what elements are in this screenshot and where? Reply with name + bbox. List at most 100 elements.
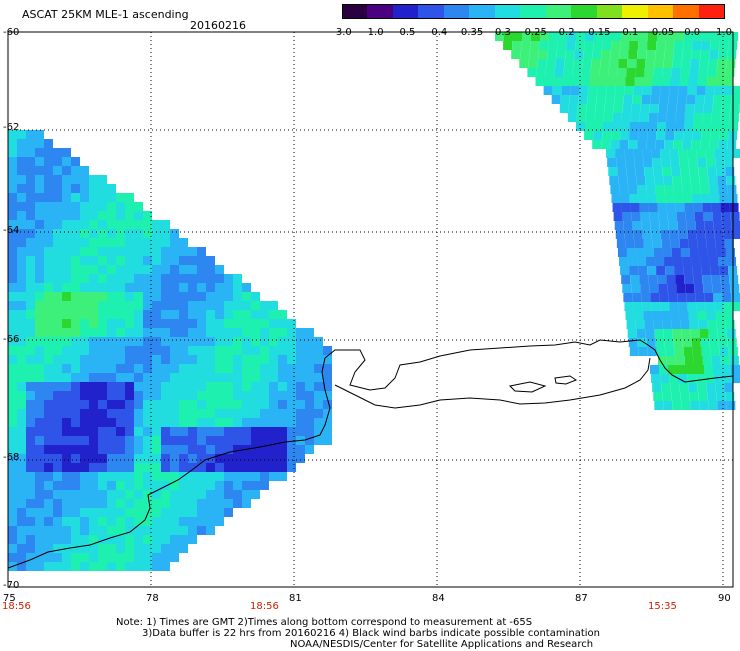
swath-cell — [251, 409, 260, 418]
swath-cell — [251, 391, 260, 400]
swath-cell — [8, 337, 17, 346]
swath-cell — [89, 175, 98, 184]
swath-cell — [62, 310, 71, 319]
swath-cell — [675, 203, 685, 212]
swath-cell — [35, 193, 44, 202]
swath-cell — [170, 346, 179, 355]
swath-cell — [648, 275, 658, 284]
swath-cell — [626, 248, 636, 257]
swath-cell — [688, 383, 698, 392]
swath-cell — [179, 526, 188, 535]
swath-cell — [98, 301, 107, 310]
swath-cell — [89, 346, 98, 355]
swath-cell — [26, 508, 35, 517]
swath-cell — [197, 265, 206, 274]
swath-cell — [62, 427, 71, 436]
swath-cell — [659, 95, 669, 104]
swath-cell — [143, 490, 152, 499]
swath-cell — [287, 346, 296, 355]
swath-cell — [116, 445, 125, 454]
swath-cell — [80, 436, 89, 445]
swath-cell — [683, 194, 693, 203]
swath-cell — [35, 544, 44, 553]
swath-cell — [242, 418, 251, 427]
swath-cell — [233, 445, 242, 454]
swath-cell — [646, 338, 656, 347]
swath-cell — [89, 247, 98, 256]
swath-cell — [197, 292, 206, 301]
swath-cell — [323, 436, 332, 445]
swath-cell — [116, 265, 125, 274]
swath-cell — [71, 184, 80, 193]
swath-cell — [80, 346, 89, 355]
swath-cell — [697, 77, 707, 86]
swath-cell — [152, 400, 161, 409]
swath-cell — [278, 346, 287, 355]
swath-cell — [125, 481, 134, 490]
swath-cell — [251, 319, 260, 328]
swath-cell — [529, 50, 539, 59]
swath-cell — [206, 319, 215, 328]
swath-cell — [242, 337, 251, 346]
swath-cell — [170, 274, 179, 283]
swath-cell — [80, 301, 89, 310]
swath-cell — [188, 499, 197, 508]
swath-cell — [161, 373, 170, 382]
swath-cell — [296, 364, 305, 373]
swath-cell — [215, 400, 224, 409]
swath-cell — [71, 220, 80, 229]
swath-cell — [26, 544, 35, 553]
swath-cell — [206, 409, 215, 418]
swath-cell — [215, 283, 224, 292]
swath-cell — [179, 544, 188, 553]
swath-cell — [644, 167, 654, 176]
swath-cell — [287, 445, 296, 454]
swath-cell — [233, 436, 242, 445]
swath-cell — [663, 329, 673, 338]
swath-cell — [152, 337, 161, 346]
swath-cell — [197, 436, 206, 445]
swath-cell — [80, 220, 89, 229]
swath-cell — [698, 320, 708, 329]
swath-cell — [179, 238, 188, 247]
swath-cell — [152, 427, 161, 436]
swath-cell — [714, 149, 724, 158]
swath-cell — [206, 445, 215, 454]
swath-cell — [17, 553, 26, 562]
swath-cell — [134, 535, 143, 544]
swath-cell — [715, 77, 725, 86]
swath-cell — [647, 131, 657, 140]
swath-cell — [706, 158, 716, 167]
swath-cell — [233, 328, 242, 337]
swath-cell — [35, 130, 44, 139]
swath-cell — [260, 337, 269, 346]
swath-cell — [242, 472, 251, 481]
swath-cell — [116, 544, 125, 553]
swath-cell — [35, 229, 44, 238]
swath-cell — [143, 292, 152, 301]
swath-cell — [35, 337, 44, 346]
swath-cell — [251, 472, 260, 481]
swath-cell — [610, 50, 620, 59]
swath-cell — [26, 319, 35, 328]
swath-cell — [260, 319, 269, 328]
swath-cell — [8, 490, 17, 499]
swath-cell — [116, 490, 125, 499]
swath-cell — [711, 113, 721, 122]
swath-cell — [637, 50, 647, 59]
swath-cell — [125, 265, 134, 274]
swath-cell — [715, 311, 725, 320]
swath-cell — [607, 158, 617, 167]
swath-cell — [134, 391, 143, 400]
colorbar-tick-label: -1.0 — [364, 27, 384, 38]
swath-cell — [729, 275, 739, 284]
swath-cell — [727, 140, 737, 149]
swath-cell — [635, 248, 645, 257]
swath-cell — [197, 409, 206, 418]
swath-cell — [17, 184, 26, 193]
swath-cell — [125, 283, 134, 292]
swath-cell — [711, 356, 721, 365]
swath-cell — [305, 418, 314, 427]
swath-cell — [107, 220, 116, 229]
swath-cell — [636, 329, 646, 338]
